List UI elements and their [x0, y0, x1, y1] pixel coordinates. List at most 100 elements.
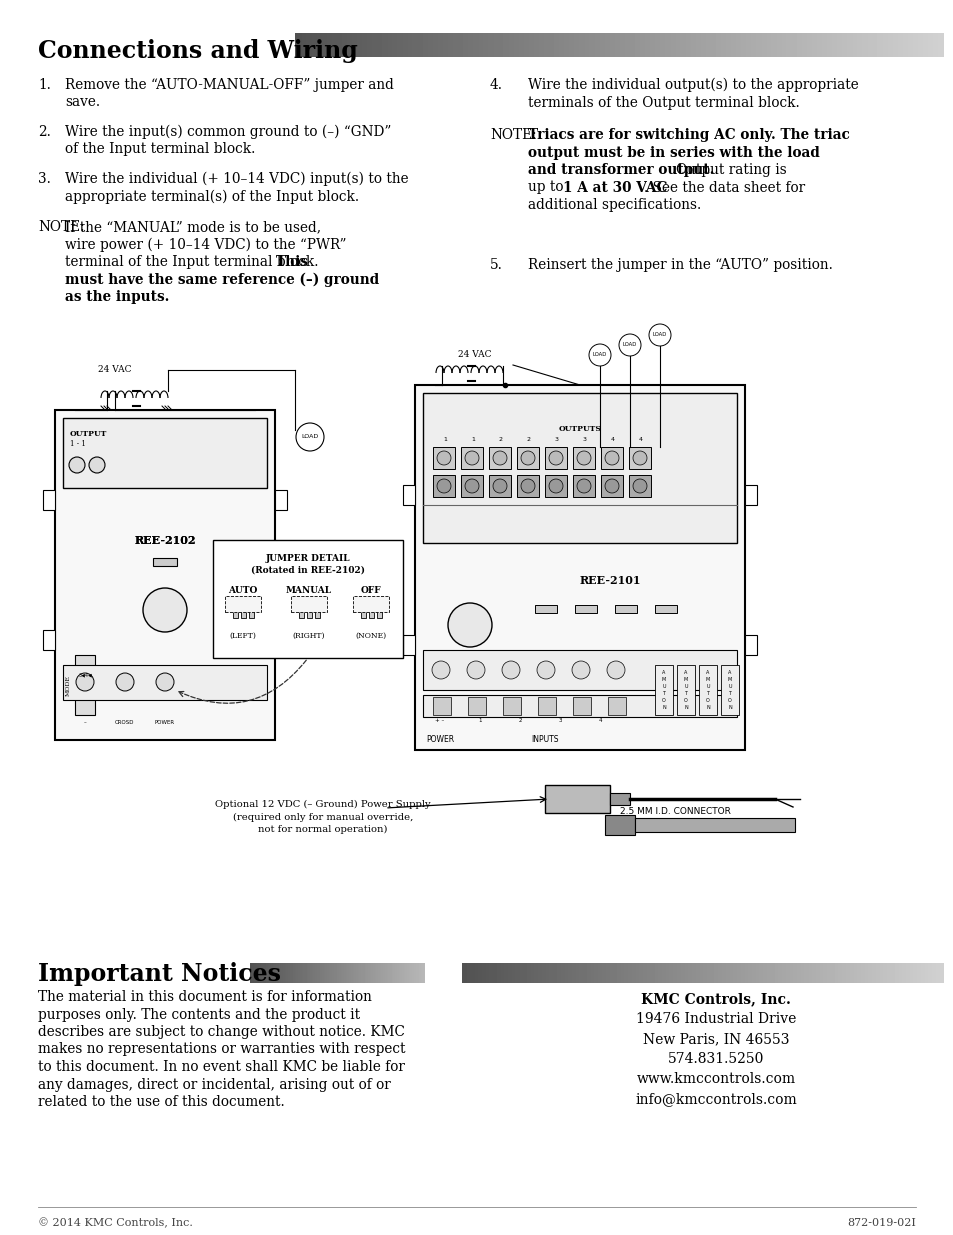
- Text: M: M: [727, 677, 731, 682]
- Text: describes are subject to change without notice. KMC: describes are subject to change without …: [38, 1025, 404, 1039]
- Text: N: N: [683, 705, 687, 710]
- Circle shape: [432, 661, 450, 679]
- Circle shape: [537, 661, 555, 679]
- Bar: [607, 697, 625, 715]
- Circle shape: [548, 479, 562, 493]
- Text: 574.831.5250: 574.831.5250: [667, 1052, 763, 1066]
- Bar: [376, 604, 381, 618]
- Text: U: U: [683, 684, 687, 689]
- Bar: [460, 475, 482, 496]
- Text: 4: 4: [598, 718, 601, 722]
- Text: 1: 1: [477, 718, 481, 722]
- Text: (RIGHT): (RIGHT): [293, 632, 325, 640]
- Circle shape: [493, 451, 506, 466]
- Text: 2.5 MM I.D. CONNECTOR: 2.5 MM I.D. CONNECTOR: [618, 806, 730, 816]
- Bar: [677, 664, 695, 715]
- Bar: [544, 785, 609, 813]
- Bar: [544, 447, 566, 469]
- Bar: [628, 447, 650, 469]
- Text: KMC Controls, Inc.: KMC Controls, Inc.: [640, 992, 790, 1007]
- Bar: [402, 485, 415, 505]
- Circle shape: [588, 345, 610, 366]
- Text: Wire the input(s) common ground to (–) “GND”: Wire the input(s) common ground to (–) “…: [65, 125, 391, 140]
- Bar: [535, 605, 557, 613]
- Text: M: M: [683, 677, 687, 682]
- Bar: [720, 664, 739, 715]
- Text: 3◀4◀: 3◀4◀: [78, 673, 91, 678]
- Text: U: U: [727, 684, 731, 689]
- Text: NOTE:: NOTE:: [490, 128, 536, 142]
- Circle shape: [295, 424, 324, 451]
- Text: purposes only. The contents and the product it: purposes only. The contents and the prod…: [38, 1008, 359, 1021]
- Circle shape: [436, 451, 451, 466]
- Text: 4: 4: [610, 437, 615, 442]
- Text: REE-2102: REE-2102: [134, 535, 195, 546]
- Text: OUTPUTS: OUTPUTS: [558, 425, 600, 433]
- Bar: [655, 605, 677, 613]
- Circle shape: [89, 457, 105, 473]
- Circle shape: [448, 603, 492, 647]
- Circle shape: [572, 661, 589, 679]
- Bar: [43, 490, 55, 510]
- Text: 1 A at 30 VAC: 1 A at 30 VAC: [562, 180, 667, 194]
- Text: Wire the individual (+ 10–14 VDC) input(s) to the: Wire the individual (+ 10–14 VDC) input(…: [65, 172, 408, 186]
- Text: T: T: [661, 692, 665, 697]
- Text: as the inputs.: as the inputs.: [65, 290, 170, 304]
- Bar: [744, 485, 757, 505]
- Bar: [274, 630, 287, 650]
- Text: Optional 12 VDC (– Ground) Power Supply
(required only for manual override,
not : Optional 12 VDC (– Ground) Power Supply …: [214, 800, 430, 835]
- Bar: [573, 697, 590, 715]
- Text: U: U: [661, 684, 665, 689]
- Circle shape: [76, 673, 94, 692]
- Text: save.: save.: [65, 95, 100, 110]
- Text: 2: 2: [517, 718, 521, 722]
- Text: REE-2101: REE-2101: [578, 574, 640, 585]
- Text: 1: 1: [442, 437, 446, 442]
- Bar: [433, 475, 455, 496]
- Text: up to: up to: [527, 180, 567, 194]
- Text: LOAD: LOAD: [622, 342, 637, 347]
- Bar: [744, 635, 757, 655]
- Text: OUTPUT: OUTPUT: [70, 430, 108, 438]
- Bar: [43, 630, 55, 650]
- Text: M: M: [661, 677, 665, 682]
- Bar: [460, 447, 482, 469]
- Circle shape: [577, 479, 590, 493]
- Bar: [604, 815, 635, 835]
- Bar: [249, 604, 253, 618]
- Text: CROSD: CROSD: [115, 720, 134, 725]
- Bar: [575, 605, 597, 613]
- Text: + –: + –: [435, 718, 444, 722]
- Text: makes no representations or warranties with respect: makes no representations or warranties w…: [38, 1042, 405, 1056]
- Bar: [233, 604, 237, 618]
- Text: JUMPER DETAIL
(Rotated in REE-2102): JUMPER DETAIL (Rotated in REE-2102): [251, 555, 365, 574]
- Text: of the Input terminal block.: of the Input terminal block.: [65, 142, 255, 157]
- Text: 4: 4: [639, 437, 642, 442]
- Text: and transformer output.: and transformer output.: [527, 163, 719, 177]
- Text: Wire the individual output(s) to the appropriate: Wire the individual output(s) to the app…: [527, 78, 858, 93]
- Text: 3.: 3.: [38, 172, 51, 186]
- Text: 19476 Industrial Drive: 19476 Industrial Drive: [635, 1011, 796, 1026]
- Text: REE-2102: REE-2102: [134, 535, 195, 546]
- Bar: [314, 604, 319, 618]
- Text: New Paris, IN 46553: New Paris, IN 46553: [642, 1032, 788, 1046]
- Text: Triacs are for switching AC only. The triac: Triacs are for switching AC only. The tr…: [527, 128, 849, 142]
- Text: related to the use of this document.: related to the use of this document.: [38, 1095, 284, 1109]
- Text: 872-019-02I: 872-019-02I: [846, 1218, 915, 1228]
- Text: 3: 3: [558, 718, 561, 722]
- Bar: [225, 597, 261, 613]
- Circle shape: [464, 479, 478, 493]
- Bar: [517, 447, 538, 469]
- Bar: [655, 664, 672, 715]
- Text: A: A: [705, 671, 709, 676]
- Circle shape: [606, 661, 624, 679]
- Text: 1.: 1.: [38, 78, 51, 91]
- Bar: [369, 604, 374, 618]
- Text: Remove the “AUTO-MANUAL-OFF” jumper and: Remove the “AUTO-MANUAL-OFF” jumper and: [65, 78, 394, 91]
- Text: appropriate terminal(s) of the Input block.: appropriate terminal(s) of the Input blo…: [65, 189, 358, 204]
- Text: A: A: [727, 671, 731, 676]
- Text: OFF: OFF: [360, 585, 381, 595]
- Text: www.kmccontrols.com: www.kmccontrols.com: [636, 1072, 795, 1086]
- Bar: [274, 490, 287, 510]
- Text: info@kmccontrols.com: info@kmccontrols.com: [635, 1092, 796, 1107]
